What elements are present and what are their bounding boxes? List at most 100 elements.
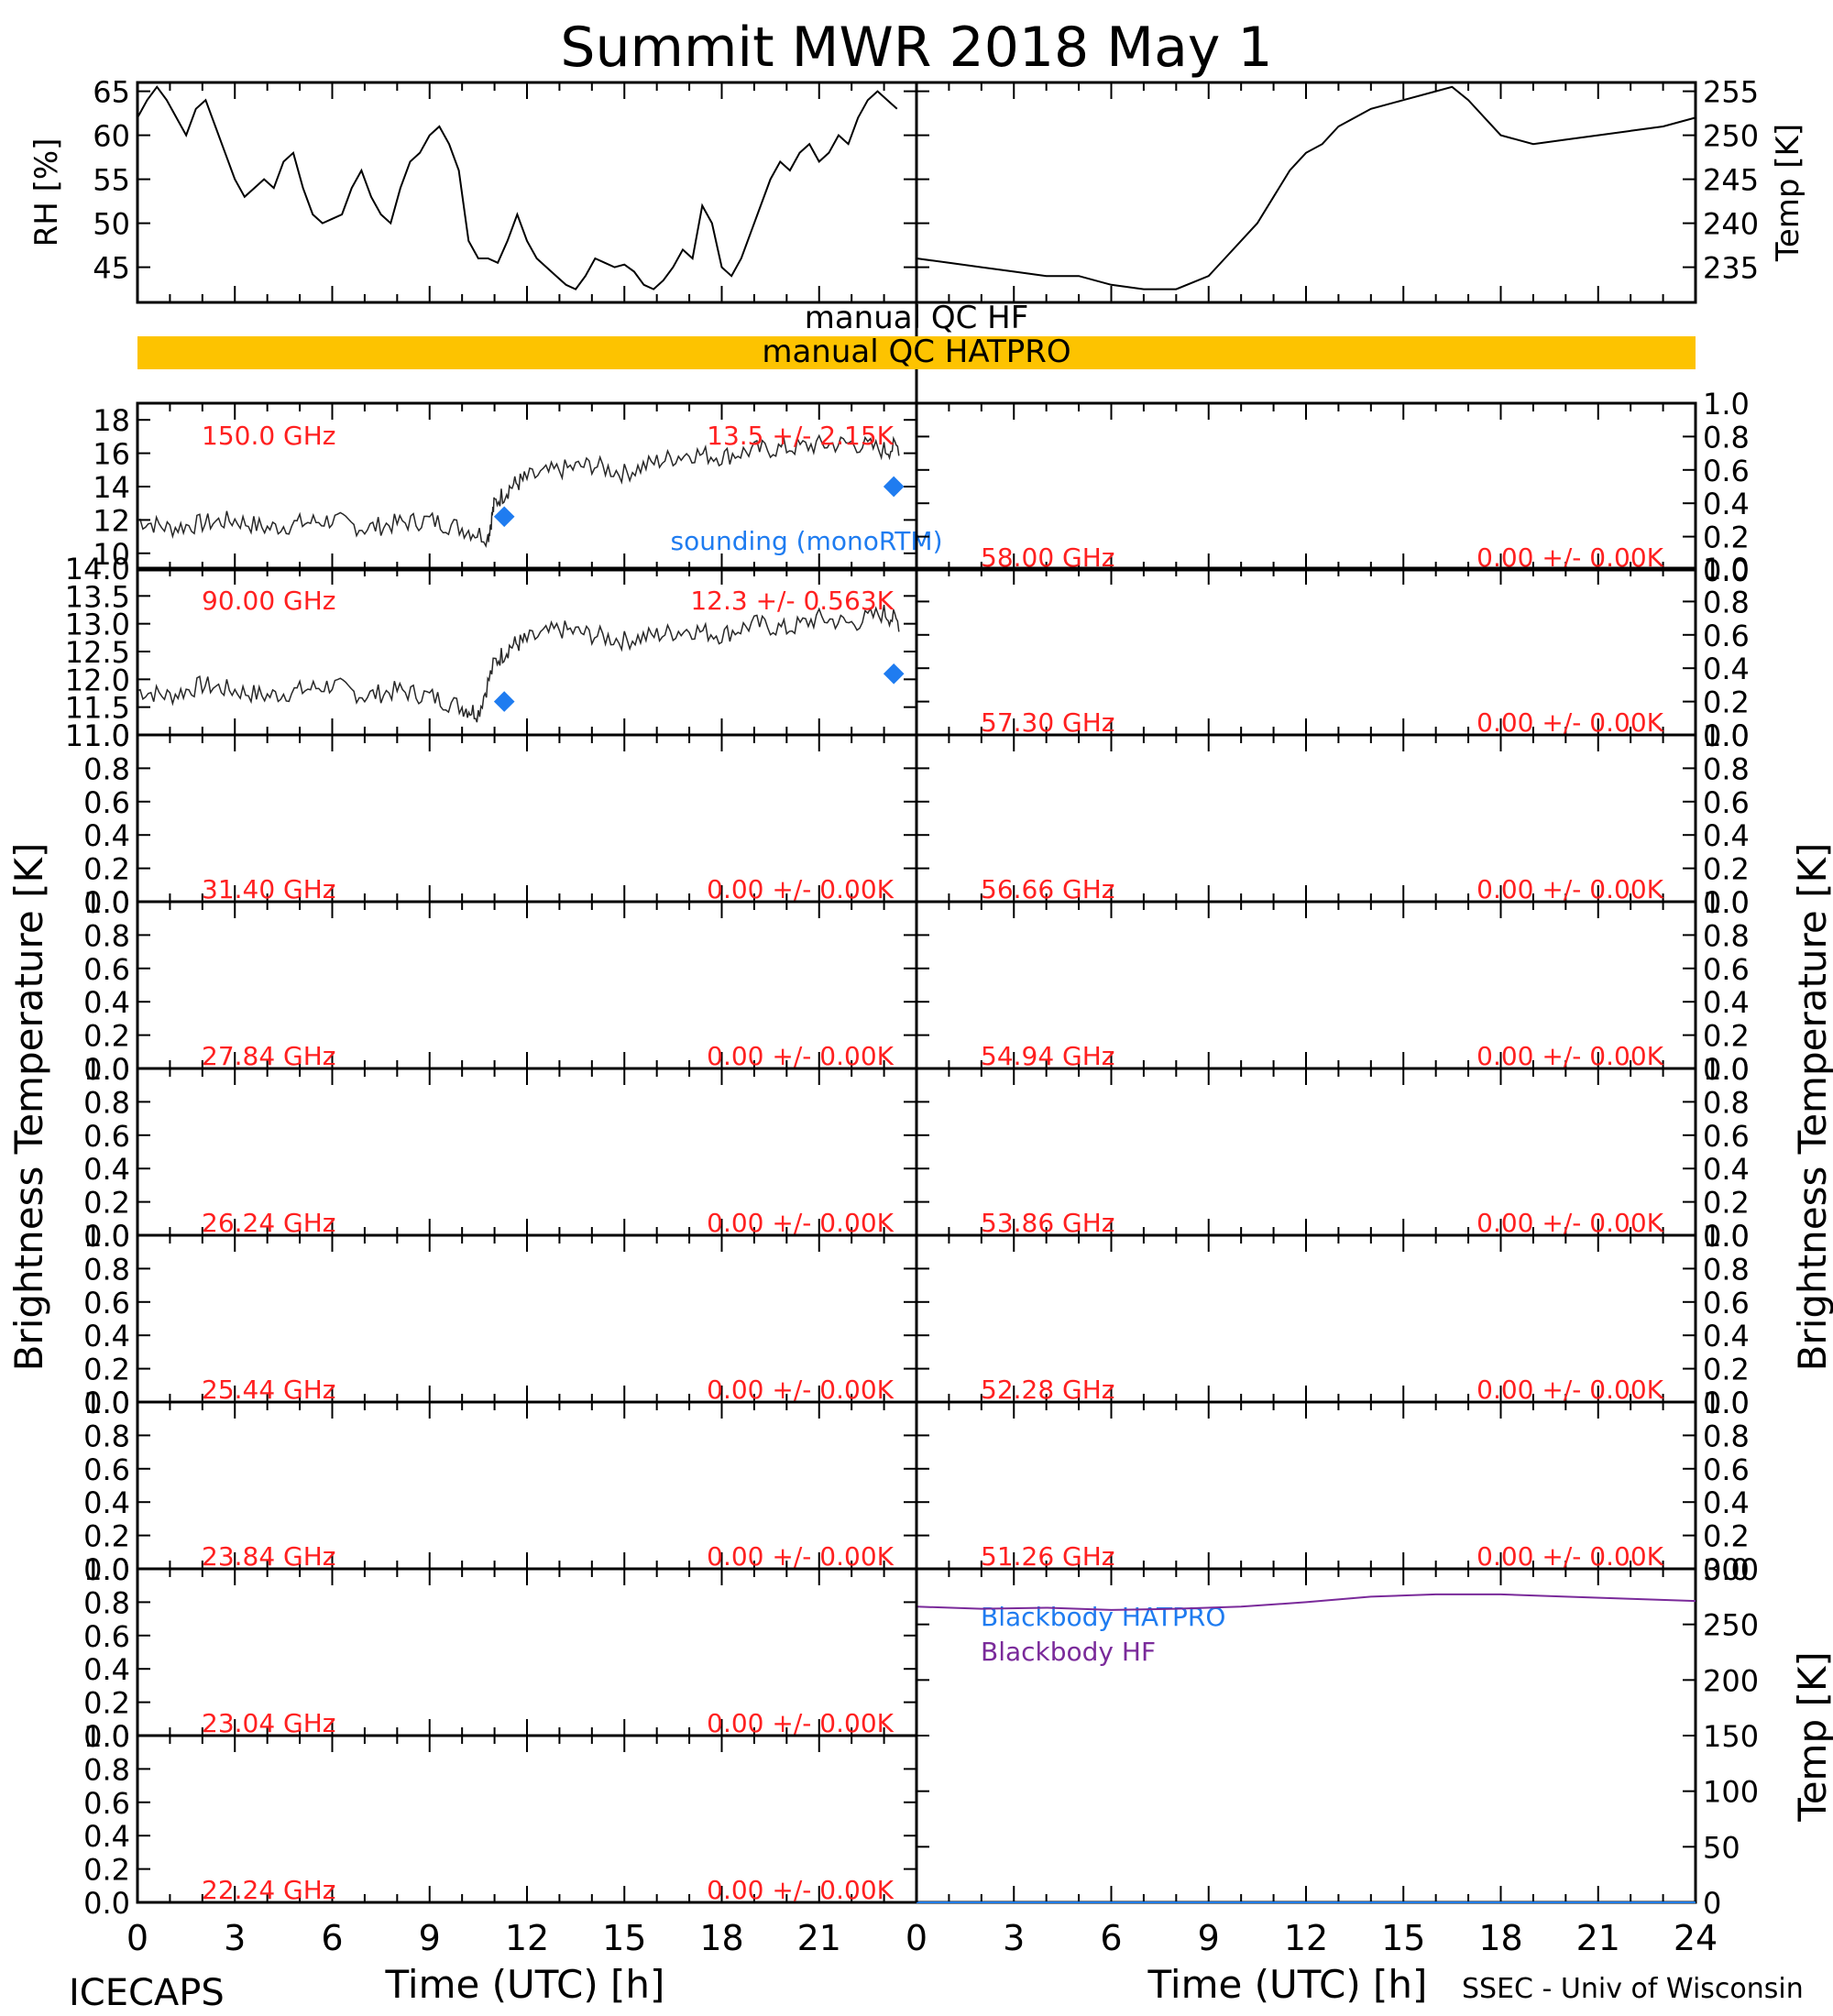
sounding-marker — [493, 691, 515, 712]
x-tick-label: 9 — [419, 1918, 441, 1958]
x-tick-label: 0 — [906, 1918, 927, 1958]
y-tick-label: 0.8 — [83, 1585, 130, 1620]
y-tick-label: 0.8 — [1703, 751, 1750, 786]
freq-label: 90.00 GHz — [202, 586, 336, 616]
sounding-marker — [883, 476, 905, 498]
y-tick-label: 0.2 — [1703, 1353, 1750, 1387]
y-tick-label: 0.8 — [83, 1752, 130, 1787]
x-tick-label: 12 — [505, 1918, 549, 1958]
y-tick-label: 0.0 — [83, 1052, 130, 1087]
y-tick-label: 0.6 — [83, 1286, 130, 1320]
y-tick-label: 12 — [93, 503, 130, 538]
y-tick-label: 0.0 — [1703, 1219, 1750, 1254]
y-tick-label: 0.4 — [1703, 652, 1750, 686]
y-tick-label: 0.4 — [83, 1319, 130, 1353]
temp-axis-label: Temp [K] — [1770, 124, 1806, 262]
y-tick-label: 0.0 — [1703, 885, 1750, 920]
y-tick-label: 0.2 — [83, 1519, 130, 1554]
stat-label: 0.00 +/- 0.00K — [707, 1875, 894, 1905]
y-tick-label: 0.2 — [83, 1019, 130, 1054]
stat-label: 0.00 +/- 0.00K — [1476, 1375, 1663, 1405]
y-tick-label: 0.6 — [83, 1119, 130, 1154]
stat-label: 12.3 +/- 0.563K — [690, 586, 894, 616]
x-tick-label: 3 — [1003, 1918, 1025, 1958]
y-tick-label: 0.0 — [1703, 1386, 1750, 1420]
y-tick-label: 0.6 — [83, 1619, 130, 1654]
y-tick-label: 240 — [1703, 207, 1759, 242]
stat-label: 0.00 +/- 0.00K — [707, 1041, 894, 1071]
y-tick-label: 18 — [93, 403, 130, 438]
y-tick-label: 13.5 — [65, 579, 130, 614]
sounding-marker — [883, 663, 905, 685]
stat-label: 0.00 +/- 0.00K — [1476, 874, 1663, 904]
y-tick-label: 0.6 — [1703, 619, 1750, 653]
stat-label: 0.00 +/- 0.00K — [707, 874, 894, 904]
stat-label: 0.00 +/- 0.00K — [1476, 1208, 1663, 1238]
sounding-marker — [493, 506, 515, 528]
freq-label: 31.40 GHz — [202, 874, 336, 904]
y-tick-label: 0.0 — [83, 1719, 130, 1754]
y-tick-label: 0.8 — [83, 918, 130, 953]
y-tick-label: 0.4 — [1703, 487, 1750, 521]
y-tick-label: 1.0 — [1703, 552, 1750, 586]
y-tick-label: 10 — [93, 537, 130, 572]
x-tick-label: 3 — [224, 1918, 246, 1958]
series-ch90 — [137, 604, 900, 723]
stat-label: 0.00 +/- 0.00K — [707, 1708, 894, 1738]
y-tick-label: 14.0 — [65, 552, 130, 586]
y-axis-label-left: Brightness Temperature [K] — [6, 843, 51, 1372]
y-tick-label: 0.6 — [83, 952, 130, 987]
x-tick-label: 6 — [321, 1918, 343, 1958]
freq-label: 150.0 GHz — [202, 421, 336, 451]
y-tick-label: 0.6 — [83, 785, 130, 820]
y-tick-label: 0.2 — [1703, 520, 1750, 555]
x-axis-label-right: Time (UTC) [h] — [1147, 1962, 1428, 2007]
y-tick-label: 245 — [1703, 163, 1759, 198]
y-tick-label: 300 — [1703, 1552, 1759, 1587]
temp-series — [916, 85, 1696, 290]
freq-label: 27.84 GHz — [202, 1041, 336, 1071]
y-tick-label: 0.8 — [1703, 1252, 1750, 1287]
y-tick-label: 14 — [93, 470, 130, 505]
footer-left: ICECAPS — [69, 1972, 225, 2014]
x-tick-label: 9 — [1198, 1918, 1220, 1958]
y-tick-label: 1.0 — [1703, 718, 1750, 753]
y-tick-label: 0.4 — [83, 1652, 130, 1687]
x-tick-label: 21 — [1576, 1918, 1620, 1958]
y-tick-label: 50 — [1703, 1830, 1740, 1865]
y-tick-label: 1.0 — [83, 1552, 130, 1587]
y-tick-label: 0.4 — [1703, 1152, 1750, 1187]
y-tick-label: 0.8 — [83, 1252, 130, 1287]
freq-label: 54.94 GHz — [981, 1041, 1115, 1071]
y-tick-label: 1.0 — [83, 1386, 130, 1420]
y-tick-label: 1.0 — [83, 1719, 130, 1754]
stat-label: 0.00 +/- 0.00K — [1476, 1541, 1663, 1572]
freq-label: 51.26 GHz — [981, 1541, 1115, 1572]
x-tick-label: 15 — [1381, 1918, 1425, 1958]
y-tick-label: 150 — [1703, 1719, 1759, 1754]
rh-axis-label: RH [%] — [28, 138, 65, 247]
blackbody-series-1 — [916, 1593, 1696, 1611]
y-tick-label: 1.0 — [83, 885, 130, 920]
y-tick-label: 1.0 — [83, 1219, 130, 1254]
y-tick-label: 0.6 — [83, 1786, 130, 1821]
rh-series — [137, 85, 898, 290]
y-tick-label: 0.6 — [1703, 1452, 1750, 1487]
y-tick-label: 0.8 — [83, 751, 130, 786]
freq-label: 22.24 GHz — [202, 1875, 336, 1905]
y-tick-label: 0.4 — [83, 1819, 130, 1854]
y-tick-label: 13.0 — [65, 608, 130, 642]
y-tick-label: 12.5 — [65, 635, 130, 670]
y-tick-label: 0.6 — [1703, 454, 1750, 488]
y-tick-label: 1.0 — [83, 718, 130, 753]
footer-right: SSEC - Univ of Wisconsin — [1462, 1973, 1804, 2005]
y-tick-label: 250 — [1703, 119, 1759, 154]
y-tick-label: 0.0 — [1703, 1552, 1750, 1587]
y-tick-label: 0.6 — [83, 1452, 130, 1487]
y-tick-label: 1.0 — [1703, 885, 1750, 920]
y-tick-label: 200 — [1703, 1663, 1759, 1698]
freq-label: 23.04 GHz — [202, 1708, 336, 1738]
y-tick-label: 0.4 — [83, 1485, 130, 1520]
sounding-legend: sounding (monoRTM) — [671, 526, 943, 556]
qc-hatpro-label: manual QC HATPRO — [762, 334, 1070, 370]
